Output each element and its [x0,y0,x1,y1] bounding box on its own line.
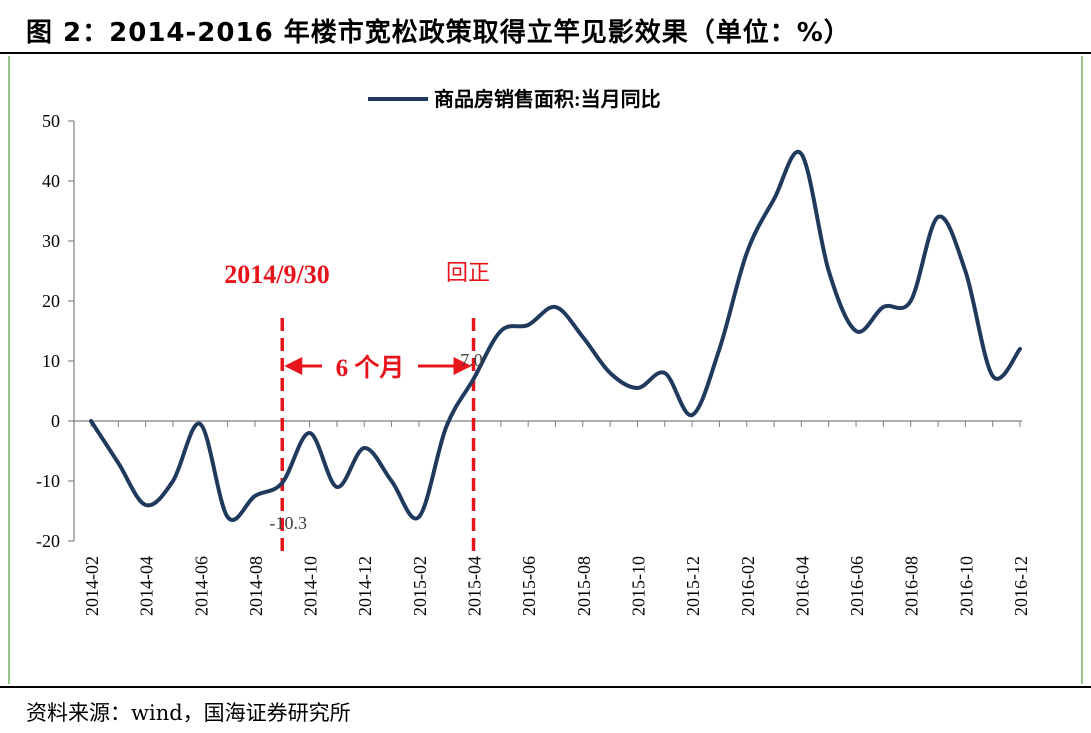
footer-rule [0,686,1091,688]
x-tick-label: 2016-04 [792,556,812,616]
y-tick-label: 0 [51,411,60,431]
x-tick-label: 2015-04 [465,556,485,616]
data-label: -10.3 [270,513,308,533]
x-tick-label: 2015-02 [410,556,430,616]
annotation-date-label: 2014/9/30 [224,260,329,289]
x-tick-label: 2014-10 [301,556,321,616]
y-tick-label: 50 [42,111,60,131]
y-tick-label: 40 [42,171,60,191]
chart-axes: 50 40 30 20 10 0 -10 -20 2014-02 2014-04 2014-06 20… [36,111,1031,616]
figure-title: 图 2：2014-2016 年楼市宽松政策取得立竿见影效果（单位：%） [26,18,851,48]
x-tick-label: 2014-12 [355,556,375,616]
chart-frame [8,56,1083,684]
x-tick-label: 2016-10 [956,556,976,616]
x-tick-label: 2015-06 [519,556,539,616]
y-tick-label: -10 [36,471,60,491]
span-label: 6 个月 [336,354,405,382]
span-arrow-left-head [284,357,303,375]
annotation-positive-label: 回正 [446,260,490,285]
x-tick-label: 2016-12 [1011,556,1031,616]
chart-series: -10.3 7.0 [89,149,1022,533]
y-tick-label: -20 [36,531,60,551]
x-tick-label: 2014-06 [191,556,211,616]
y-tick-label: 20 [42,291,60,311]
x-tick-label: 2015-10 [628,556,648,616]
series-line [89,149,1022,522]
x-tick-label: 2014-04 [137,556,157,616]
x-tick-label: 2014-08 [246,556,266,616]
x-tick-label: 2016-08 [902,556,922,616]
y-tick-label: 10 [42,351,60,371]
source-note: 资料来源：wind，国海证券研究所 [26,701,351,725]
legend-entry: 商品房销售面积:当月同比 [434,87,661,111]
chart-annotations: 2014/9/30 回正 6 个月 [224,260,490,553]
x-tick-label: 2014-02 [82,556,102,616]
chart-legend: 商品房销售面积:当月同比 [368,87,661,111]
x-tick-label: 2016-06 [847,556,867,616]
x-tick-label: 2015-08 [574,556,594,616]
data-label: 7.0 [460,350,483,370]
x-tick-label: 2015-12 [683,556,703,616]
x-tick-label: 2016-02 [738,556,758,616]
span-arrow-right-head [453,357,472,375]
figure-header: 图 2：2014-2016 年楼市宽松政策取得立竿见影效果（单位：%） [0,0,1091,54]
y-tick-label: 30 [42,231,60,251]
